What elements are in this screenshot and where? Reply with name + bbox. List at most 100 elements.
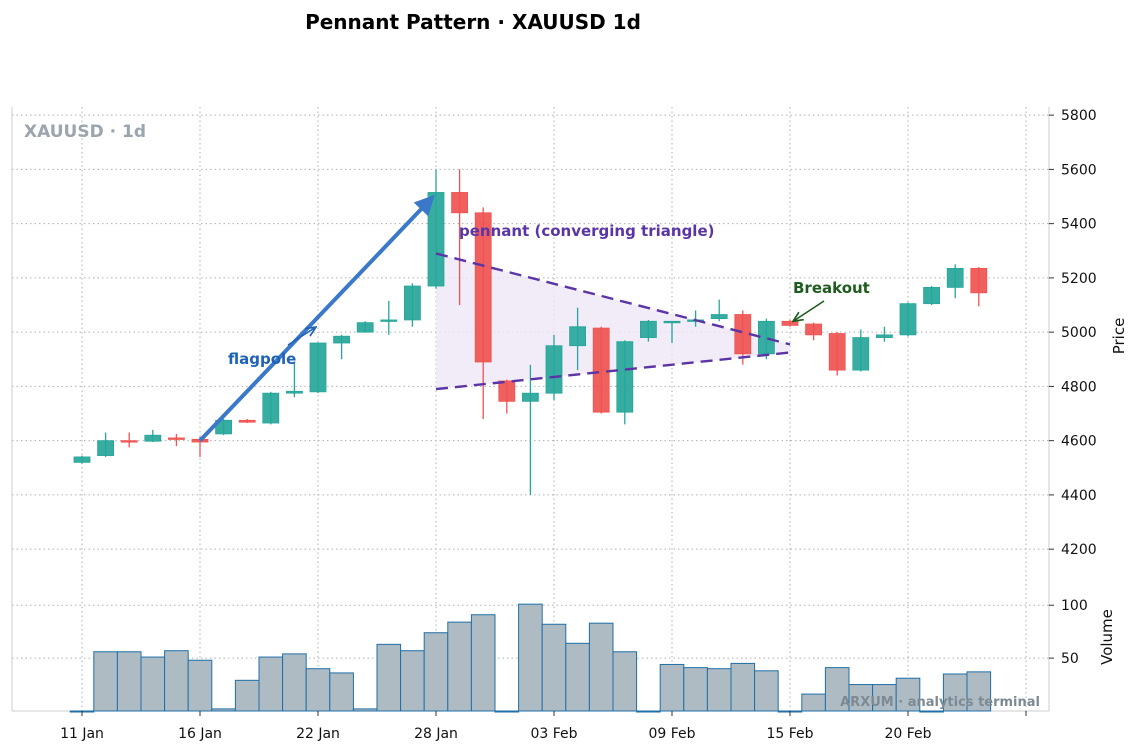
time-tick-label: 16 Jan [178,726,222,742]
candle-body [592,327,610,413]
candle-body [663,320,681,324]
candle-body [970,268,988,294]
volume-bar [234,679,260,712]
candle-body [403,285,421,321]
volume-bar [400,650,425,712]
candle-up [923,286,940,306]
price-tick-label: 5400 [1061,217,1097,233]
candle-body [285,390,303,394]
candle-up [356,321,374,333]
breakout-arrow [793,300,825,321]
price-tick-label: 5200 [1061,271,1097,287]
candle-up [545,334,563,400]
volume-bar [518,603,543,712]
volume-bar [966,671,992,712]
candle-body [545,345,563,394]
candle-down [238,418,256,424]
candle-body [899,303,917,336]
volume-bar [93,651,118,712]
volume-bar [541,623,567,712]
candle-body [498,380,516,402]
price-tick-label: 5600 [1061,162,1097,178]
volume-bars [69,603,992,713]
volume-bar [470,614,496,712]
price-tick-label: 4400 [1061,488,1097,504]
time-tick-label: 09 Feb [648,726,695,742]
candle-up [946,264,964,299]
price-tick-label: 4800 [1061,379,1097,395]
candle-down [120,432,138,448]
candle-up [403,283,421,327]
candle-down [828,332,846,376]
pennant-label: pennant (converging triangle) [459,222,714,240]
time-tick-label: 22 Jan [296,726,340,742]
time-tick-label: 15 Feb [766,726,813,742]
candle-up [640,319,657,342]
symbol-watermark: XAUUSD · 1d [24,122,146,142]
candle-body [946,268,964,288]
candle-down [498,379,516,414]
candle-up [710,299,728,322]
candle-body [828,333,846,371]
volume-tick-label: 100 [1061,598,1088,614]
volume-bar [352,708,378,712]
volume-bar [683,667,708,712]
chart-title: Pennant Pattern · XAUUSD 1d [305,10,641,34]
candle-up [663,320,681,343]
candle-body [309,342,327,393]
candle-up [569,307,586,371]
time-tick-label: 28 Jan [414,726,458,742]
credit-watermark: ARXUM · analytics terminal [840,695,1040,710]
candle-down [970,267,988,307]
time-tick-label: 20 Feb [884,726,931,742]
volume-bar [376,643,402,712]
candle-down [734,310,752,365]
pennant-lower-trendline [435,351,791,391]
candle-up [852,329,870,372]
volume-tick-label: 50 [1061,651,1079,667]
candle-body [640,320,657,338]
candle-body [144,434,162,442]
candle-up [380,300,398,335]
candle-body [710,314,728,319]
flagpole-arrow [198,194,435,443]
price-tick-label: 4600 [1061,434,1097,450]
time-tick-label: 11 Jan [60,726,104,742]
flagpole-label-pointer [287,327,316,346]
volume-bar [258,656,284,712]
candle-down [592,326,610,414]
candle-body [238,419,256,423]
candle-body [333,335,351,344]
candle-body [876,334,893,338]
candle-body [97,440,114,456]
volume-bar [754,670,779,712]
volume-bar [706,668,732,712]
candle-body [73,456,91,463]
candle-body [356,322,374,333]
candle-down [451,169,469,306]
candle-body [167,437,185,440]
candle-up [616,340,634,425]
pennant-triangle-fill [436,253,790,390]
volume-bar [329,672,354,712]
volume-bar [659,663,685,712]
candle-up [262,391,280,425]
candle-body [758,320,775,355]
candle-up [522,364,539,495]
candle-up [427,169,445,289]
volume-bar [636,710,661,713]
candle-body [262,392,280,424]
price-tick-label: 4200 [1061,542,1097,558]
candle-up [333,334,351,360]
candle-body [427,192,445,287]
time-tick-label: 03 Feb [530,726,577,742]
volume-bar [305,668,331,712]
volume-bar [612,651,638,712]
volume-bar [447,621,472,712]
candle-body [805,323,822,336]
candle-body [451,192,469,214]
pennant-upper-trendline [435,252,791,346]
candle-body [569,326,586,347]
candle-up [309,342,327,394]
